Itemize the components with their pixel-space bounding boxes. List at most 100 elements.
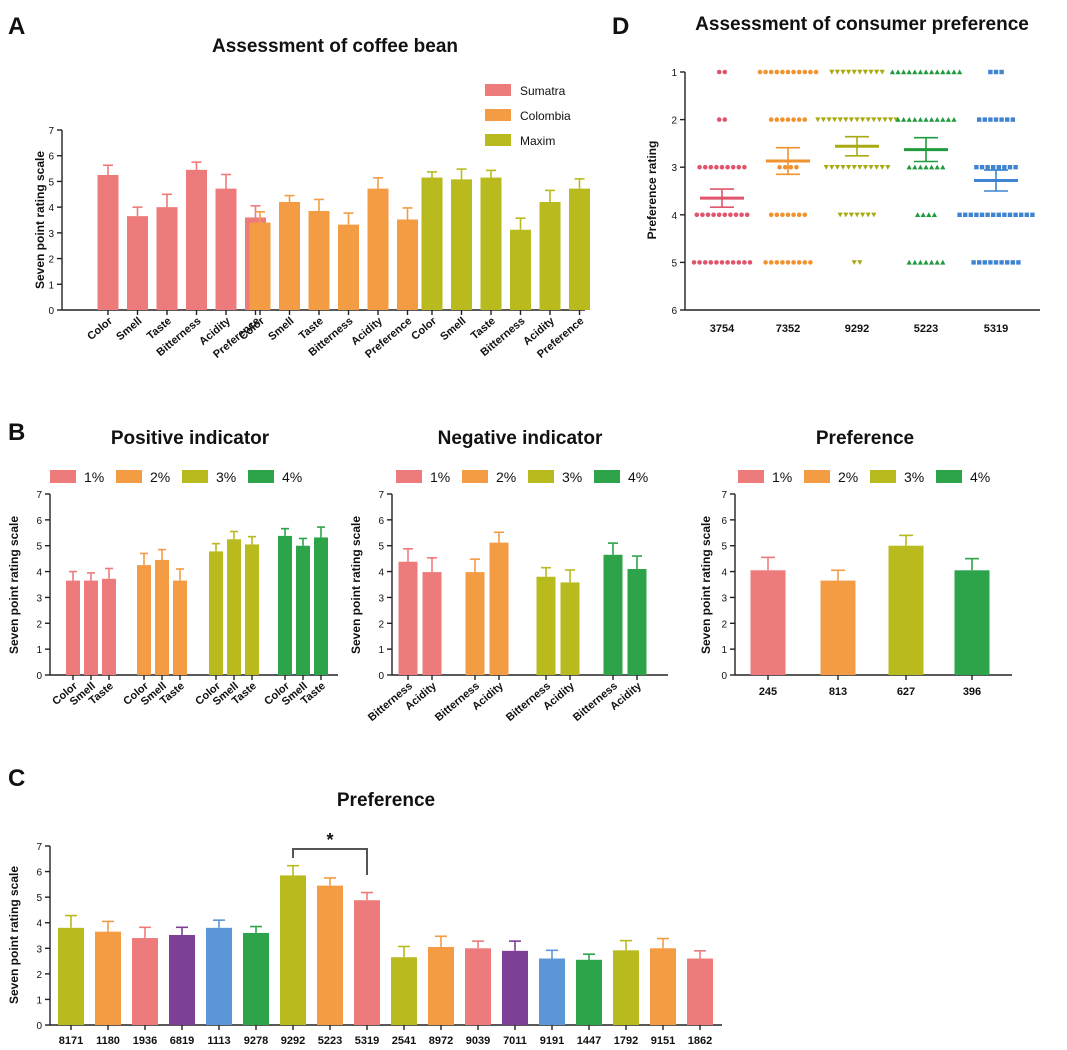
panel-d-point: [999, 117, 1004, 122]
panel-b-negative-legend-swatch: [396, 470, 422, 483]
panel-d-point: [882, 117, 888, 123]
panel-d-point: [860, 117, 866, 123]
panel-b-negative-legend-swatch: [528, 470, 554, 483]
panel-d-point: [843, 212, 849, 218]
panel-c-x-tick-label: 9039: [466, 1035, 490, 1047]
panel-d-point: [774, 260, 780, 265]
panel-d-point: [722, 69, 728, 75]
panel-d-point: [923, 117, 929, 122]
panel-b-positive-y-tick-label: 3: [36, 593, 42, 604]
panel-d-point: [912, 259, 918, 265]
panel-d-y-tick-label: 2: [671, 116, 677, 127]
panel-d-point: [747, 260, 753, 265]
panel-a-x-tick-label: Smell: [438, 315, 468, 343]
panel-d-point: [920, 212, 926, 217]
panel-d-point: [988, 260, 993, 265]
panel-b-preference-bar: [820, 580, 856, 675]
panel-d-point: [985, 165, 990, 170]
panel-c-x-tick-label: 9292: [281, 1035, 305, 1047]
panel-d-point: [912, 164, 918, 170]
panel-d-point: [705, 212, 711, 218]
panel-b-negative-bar: [422, 572, 442, 675]
panel-a-bar: [279, 202, 300, 310]
panel-a-bar: [367, 188, 389, 310]
panel-b-preference-bar: [954, 570, 990, 675]
panel-c-significance-bracket: [292, 848, 368, 875]
panel-a-bar: [397, 219, 418, 310]
panel-a-y-tick-label: 7: [48, 126, 54, 137]
panel-d-point: [868, 165, 874, 170]
panel-b-positive-bar: [173, 580, 187, 675]
panel-b-preference-bar: [750, 570, 786, 675]
panel-d-point: [874, 165, 880, 170]
panel-d-point: [796, 212, 802, 218]
panel-d-point: [768, 212, 774, 218]
panel-c-title: Preference: [337, 790, 435, 811]
panel-c-bar: [428, 947, 454, 1025]
panel-a-y-tick-label: 6: [48, 152, 54, 163]
panel-a-x-tick-label: Smell: [114, 315, 144, 343]
panel-letter-d: D: [612, 13, 629, 40]
panel-d-point: [988, 117, 993, 122]
panel-d-point: [934, 164, 940, 170]
panel-d-point: [912, 117, 918, 122]
panel-d-point: [791, 117, 796, 122]
panel-d-point: [934, 117, 940, 122]
panel-d-point: [929, 259, 935, 265]
panel-d-point: [917, 259, 923, 265]
panel-d-point: [879, 69, 885, 75]
panel-d-point: [829, 165, 835, 170]
panel-b-preference-legend-label: 3%: [904, 469, 924, 485]
panel-b-positive-legend-swatch: [182, 470, 208, 483]
panel-d-point: [999, 260, 1004, 265]
panel-b-positive-bar: [209, 551, 223, 675]
panel-d-point: [993, 69, 999, 75]
panel-c-bar: [243, 932, 269, 1025]
panel-b-positive-bar: [227, 539, 241, 675]
panel-d-point: [940, 69, 946, 75]
panel-d-point: [906, 164, 912, 170]
panel-d-point: [730, 164, 736, 170]
panel-d-point: [774, 212, 780, 218]
panel-d-x-tick-label: 7352: [776, 323, 800, 335]
panel-c-x-tick-label: 1936: [133, 1035, 157, 1047]
panel-c-bar: [391, 957, 417, 1025]
panel-d-point: [991, 165, 996, 170]
panel-d-point: [794, 164, 799, 170]
panel-d-point: [802, 212, 808, 218]
panel-b-positive-bar: [84, 580, 98, 675]
panel-b-positive-y-tick-label: 5: [36, 542, 42, 553]
panel-c-y-tick-label: 6: [36, 868, 42, 879]
panel-d-point: [974, 212, 979, 217]
panel-c-y-tick-label: 0: [36, 1021, 42, 1032]
panel-d-point: [1016, 260, 1021, 265]
panel-b-negative-bar: [398, 561, 418, 675]
panel-c-bar: [613, 950, 639, 1025]
panel-d-point: [742, 164, 747, 170]
panel-b-positive-y-tick-label: 6: [36, 516, 42, 527]
panel-d-point: [985, 212, 990, 217]
panel-b-preference-legend-swatch: [870, 470, 896, 483]
panel-d-point: [999, 69, 1004, 75]
panel-d-point: [1002, 165, 1007, 170]
panel-d-point: [820, 117, 826, 123]
panel-b-positive-bar: [296, 545, 310, 675]
panel-d-point: [940, 117, 946, 122]
panel-d-point: [906, 117, 912, 122]
panel-letter-c: C: [8, 765, 25, 792]
panel-d-point: [777, 164, 782, 170]
panel-d-point: [974, 165, 979, 170]
panel-d-point: [846, 69, 852, 75]
panel-d-x-tick-label: 5223: [914, 323, 938, 335]
panel-d-point: [742, 260, 747, 265]
panel-b-positive-bar: [137, 565, 151, 675]
panel-d-point: [702, 164, 708, 170]
panel-d-point: [934, 259, 940, 265]
panel-d-point: [923, 164, 929, 170]
panel-b-positive-title: Positive indicator: [111, 428, 270, 449]
panel-d-point: [796, 260, 802, 265]
panel-a-bar: [451, 179, 472, 310]
panel-d-point: [716, 212, 722, 218]
panel-d-point: [929, 117, 935, 122]
panel-c-bar: [650, 948, 676, 1025]
